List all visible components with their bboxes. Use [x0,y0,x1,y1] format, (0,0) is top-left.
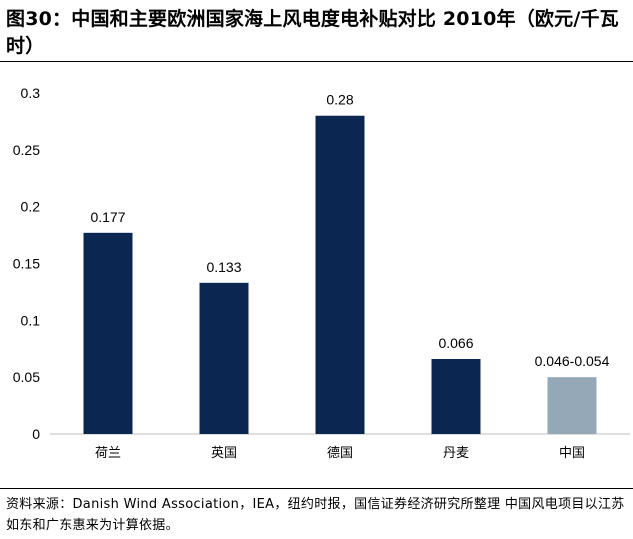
y-tick-label: 0.25 [13,142,40,158]
data-label: 0.177 [90,209,125,225]
data-label: 0.066 [438,335,473,351]
x-tick-label: 英国 [211,446,237,461]
bar-4 [431,358,481,434]
x-tick-label: 德国 [327,446,353,461]
x-tick-label: 荷兰 [95,446,121,461]
x-tick-label: 中国 [559,446,585,461]
y-tick-label: 0.1 [21,312,41,328]
y-tick-label: 0.05 [13,369,40,385]
source-note: 资料来源：Danish Wind Association，IEA，纽约时报，国信… [6,497,625,533]
y-tick-label: 0.15 [13,256,40,272]
x-tick-label: 丹麦 [443,446,469,461]
y-tick-label: 0 [32,426,40,442]
bar-chart: 0 0.05 0.1 0.15 0.2 0.25 0.3 0.177 荷兰 0.133 英国 0.28… [13,85,630,461]
bar-2 [199,282,249,434]
y-tick-label: 0.2 [21,199,41,215]
data-label: 0.046-0.054 [535,353,610,369]
bar-1 [83,232,133,434]
data-label: 0.133 [206,259,241,275]
bar-5 [547,377,597,434]
title-divider [0,61,633,62]
chart-title: 图30：中国和主要欧洲国家海上风电度电补贴对比 2010年（欧元/千瓦时） [6,8,619,57]
source-divider [0,488,633,489]
data-label: 0.28 [326,92,353,108]
y-tick-label: 0.3 [21,85,41,101]
bar-3 [315,115,365,434]
